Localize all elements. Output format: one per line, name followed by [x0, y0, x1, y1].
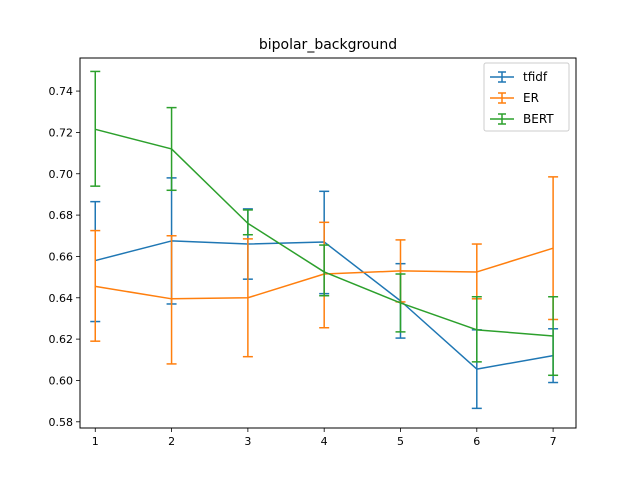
legend-label-ER: ER [523, 91, 539, 105]
y-tick-label-0.60: 0.60 [49, 374, 74, 387]
legend: tfidf ER BERT [483, 62, 570, 132]
legend-entry-BERT: BERT [490, 112, 554, 126]
legend-entry-tfidf: tfidf [490, 70, 548, 84]
x-tick-label-3: 3 [244, 435, 251, 448]
x-tick-label-4: 4 [321, 435, 328, 448]
y-axis: 0.58 0.60 0.62 0.64 0.66 0.68 0.70 0.72 0.74 [49, 85, 80, 429]
x-tick-label-5: 5 [397, 435, 404, 448]
legend-label-BERT: BERT [523, 112, 554, 126]
y-tick-label-0.64: 0.64 [49, 292, 74, 305]
y-tick-label-0.70: 0.70 [49, 168, 74, 181]
x-tick-label-2: 2 [168, 435, 175, 448]
y-tick-label-0.74: 0.74 [49, 85, 74, 98]
plot-frame [79, 57, 577, 429]
legend-label-tfidf: tfidf [523, 70, 548, 84]
legend-entry-ER: ER [490, 91, 539, 105]
x-axis: 1 2 3 4 5 6 7 [92, 428, 557, 448]
x-tick-label-1: 1 [92, 435, 99, 448]
y-tick-label-0.58: 0.58 [49, 416, 74, 429]
x-tick-label-6: 6 [473, 435, 480, 448]
chart-title: bipolar_background [259, 37, 397, 53]
x-tick-label-7: 7 [550, 435, 557, 448]
y-tick-label-0.68: 0.68 [49, 209, 74, 222]
plot-series [90, 70, 559, 410]
y-tick-label-0.66: 0.66 [49, 250, 74, 263]
y-tick-label-0.72: 0.72 [49, 126, 74, 139]
y-tick-label-0.62: 0.62 [49, 333, 74, 346]
BERT-line [95, 128, 554, 337]
series-BERT [90, 70, 559, 377]
